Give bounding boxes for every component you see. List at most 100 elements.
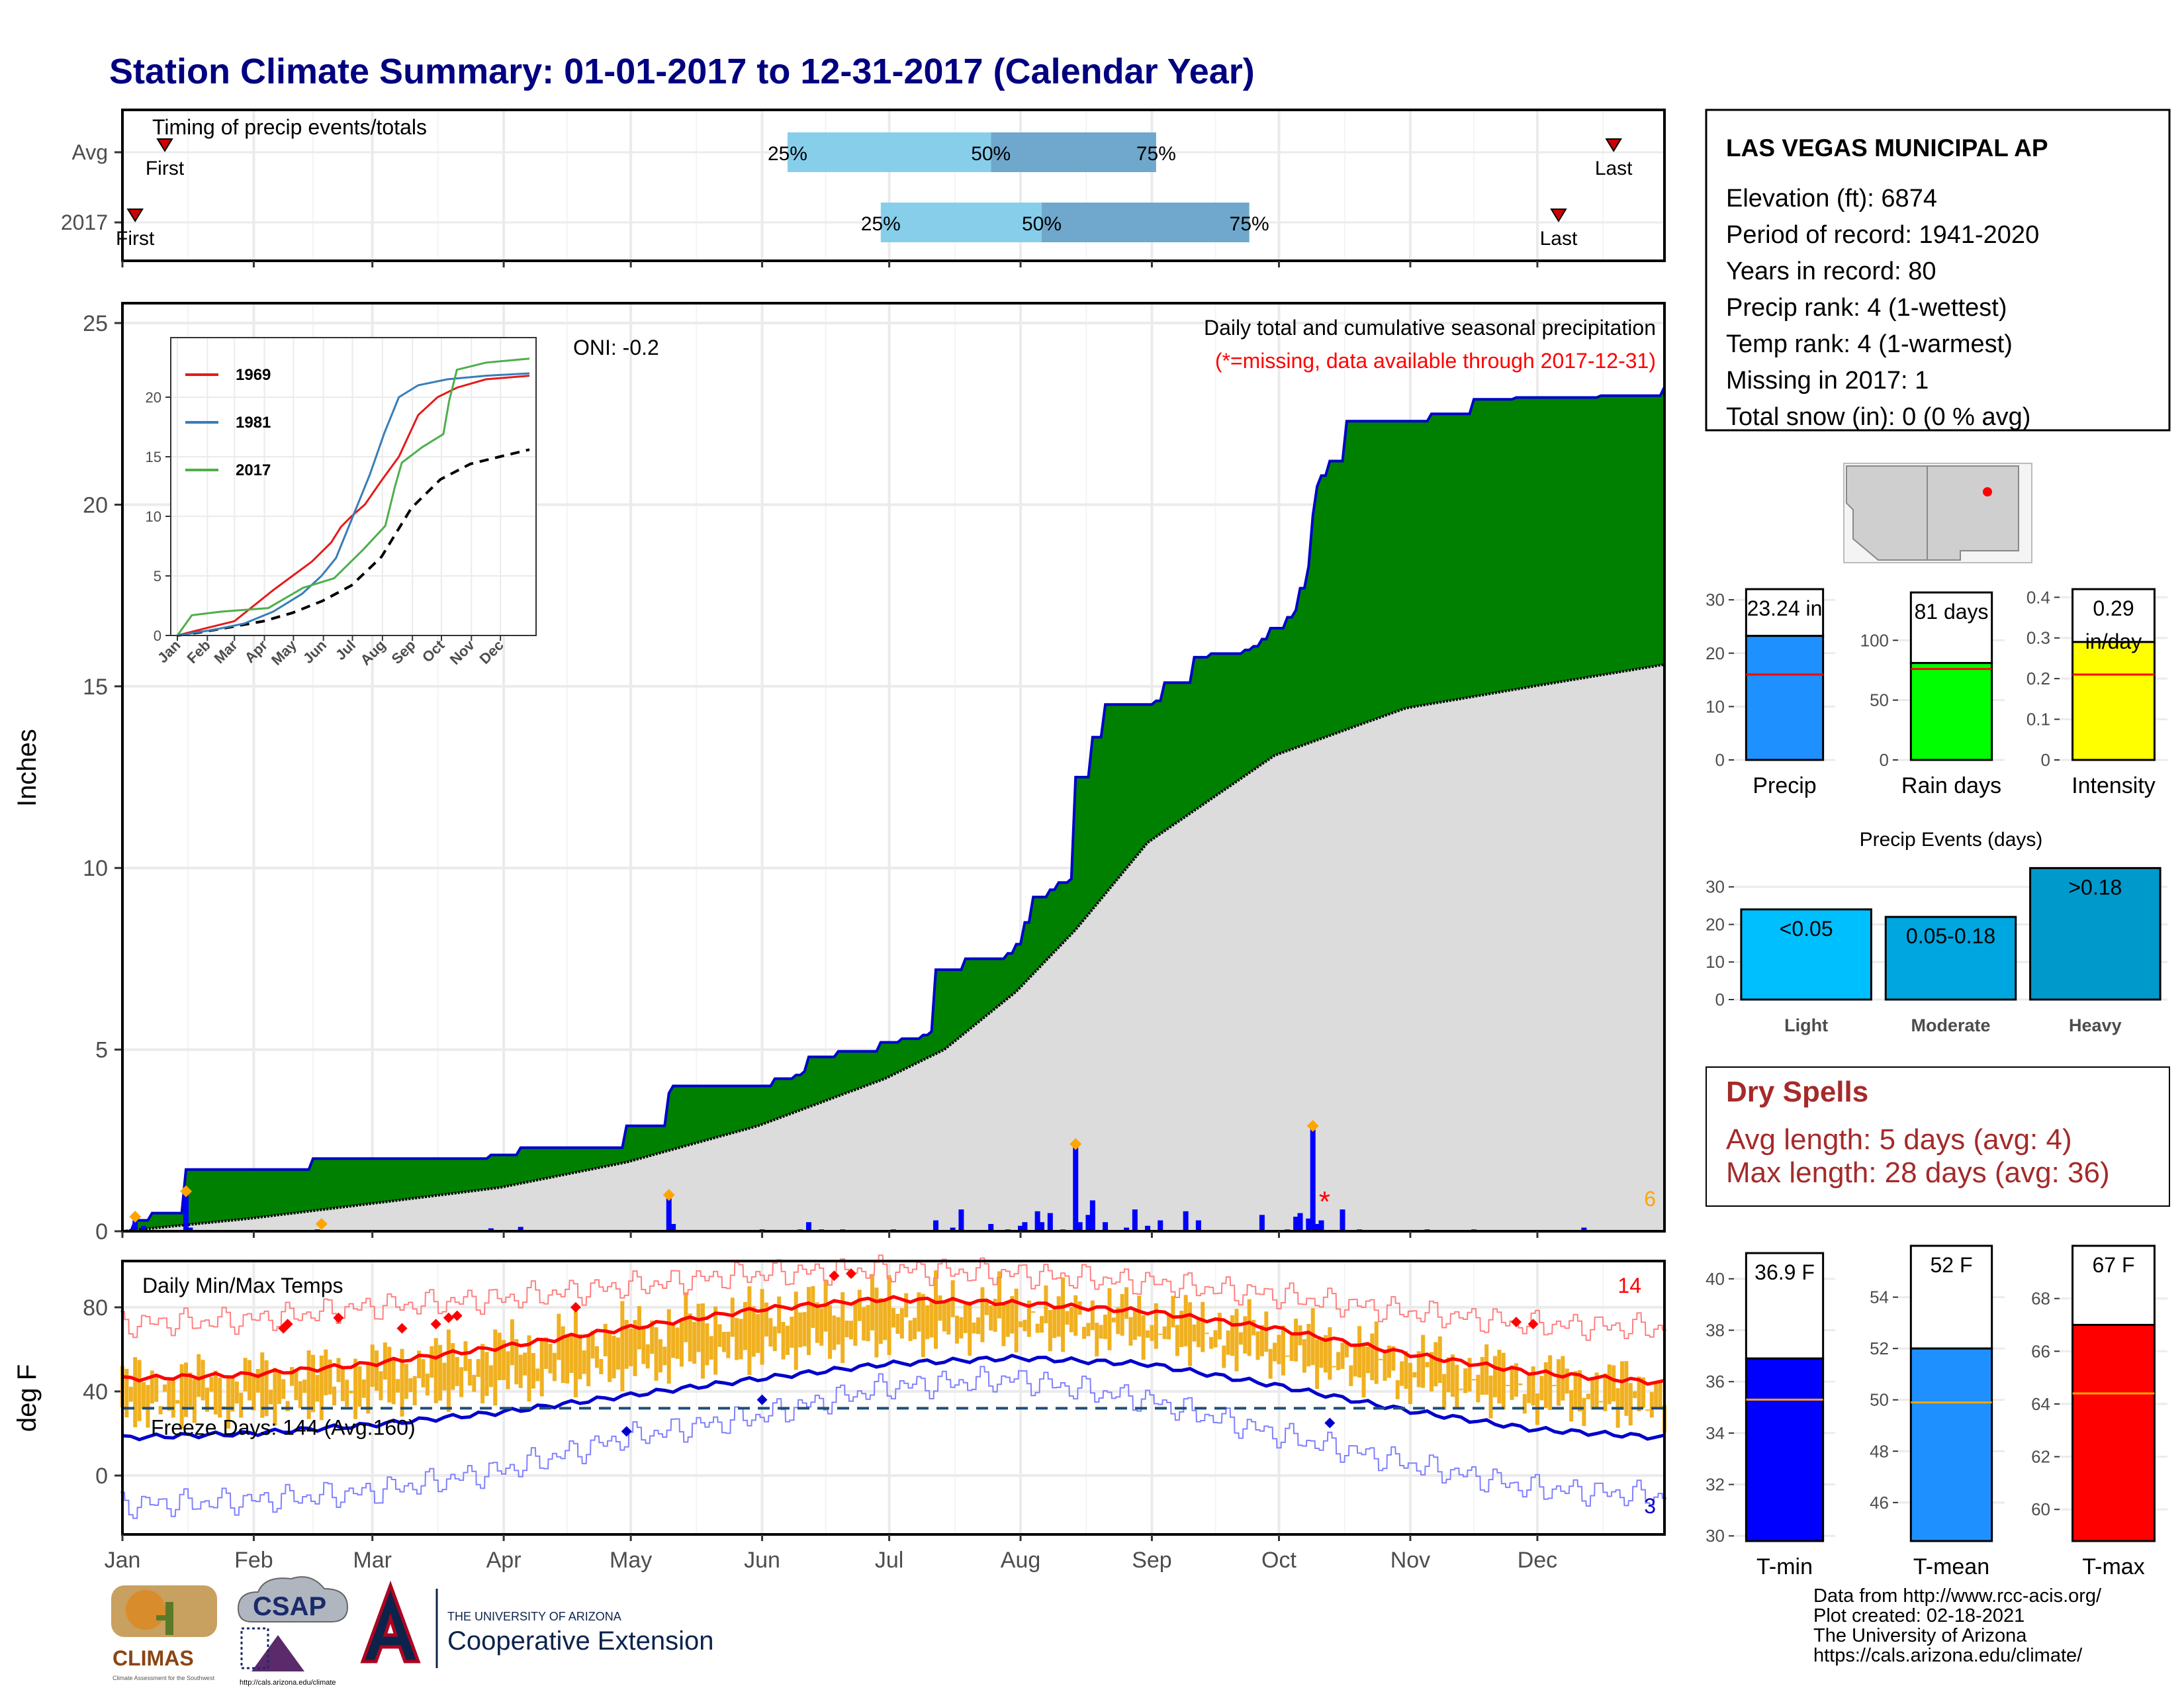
- daily-temp-bar: [1289, 1335, 1294, 1361]
- daily-temp-bar: [1433, 1342, 1438, 1387]
- footer-line: https://cals.arizona.edu/climate/: [1813, 1645, 2083, 1666]
- daily-precip-bar: [183, 1188, 189, 1231]
- daily-temp-bar: [142, 1382, 146, 1409]
- daily-temp-bar: [696, 1303, 701, 1352]
- inset-series-line: [177, 372, 530, 637]
- daily-temp-bar: [989, 1305, 993, 1331]
- daily-temp-bar: [476, 1359, 480, 1378]
- daily-temp-bar: [688, 1313, 692, 1362]
- daily-temp-bar: [1192, 1324, 1197, 1342]
- average-cumulative-area: [122, 664, 1664, 1231]
- daily-temp-bar: [976, 1317, 981, 1335]
- timing-row-label: 2017: [61, 211, 108, 234]
- daily-temp-bar: [1273, 1342, 1277, 1362]
- daily-temp-bar: [277, 1370, 281, 1404]
- daily-temp-bar: [1167, 1313, 1171, 1340]
- small-y-tick-label: 0.3: [2026, 628, 2050, 648]
- daily-precip-bar: [1581, 1227, 1587, 1231]
- daily-temp-bar: [1226, 1330, 1230, 1355]
- daily-temp-bar: [972, 1322, 976, 1334]
- daily-temp-bar: [480, 1344, 485, 1404]
- y-axis-label: deg F: [13, 1364, 42, 1432]
- month-label: Oct: [1261, 1548, 1297, 1573]
- daily-precip-bar: [933, 1220, 939, 1231]
- daily-temp-bar: [506, 1351, 510, 1389]
- daily-temp-bar: [832, 1315, 837, 1350]
- bar-value-label: 81 days: [1914, 600, 1988, 624]
- daily-temp-bar: [1209, 1336, 1214, 1349]
- daily-temp-bar: [531, 1352, 535, 1389]
- y-tick-label: 20: [83, 492, 108, 518]
- bar-category-label: Intensity: [2071, 773, 2156, 798]
- daily-temp-bar: [1302, 1338, 1306, 1373]
- daily-precip-bar: [1089, 1200, 1095, 1231]
- daily-temp-bar: [1255, 1331, 1260, 1360]
- daily-temp-bar: [1306, 1324, 1311, 1367]
- daily-temp-bar: [1408, 1362, 1412, 1405]
- daily-temp-bar: [641, 1329, 646, 1364]
- y-tick-label: 80: [83, 1295, 108, 1321]
- footer-credits: Data from http://www.rcc-acis.org/ Plot …: [1813, 1585, 2102, 1666]
- small-y-tick-label: 0: [2041, 750, 2050, 770]
- inset-y-tick-label: 15: [146, 449, 161, 465]
- daily-temp-bar: [608, 1331, 612, 1382]
- csap-url-text: http://cals.arizona.edu/climate: [240, 1679, 336, 1687]
- daily-temp-bar: [705, 1323, 709, 1366]
- timing-bar-upper: [991, 132, 1156, 172]
- daily-temp-bar: [446, 1329, 451, 1412]
- daily-temp-bar: [425, 1374, 430, 1396]
- daily-temp-bar: [785, 1325, 790, 1355]
- daily-temp-bar: [1073, 1295, 1078, 1336]
- daily-temp-bar: [1518, 1383, 1523, 1385]
- inset-legend-label: 1969: [236, 366, 271, 384]
- inset-y-tick-label: 0: [154, 628, 161, 644]
- small-y-tick-label: 48: [1870, 1441, 1889, 1461]
- month-label: Nov: [1390, 1548, 1430, 1573]
- daily-temp-bar: [1480, 1356, 1484, 1395]
- daily-temp-bar: [1654, 1383, 1659, 1409]
- daily-temp-bar: [1590, 1379, 1595, 1410]
- daily-temp-bar: [862, 1307, 866, 1341]
- climas-logo-sun: [126, 1590, 165, 1630]
- daily-temp-bar: [1467, 1358, 1472, 1392]
- timing-marker: [126, 209, 144, 222]
- daily-temp-bar: [650, 1320, 655, 1354]
- daily-temp-bar: [171, 1379, 175, 1418]
- bar-value-label: 0.29: [2093, 596, 2134, 620]
- daily-temp-bar: [713, 1306, 718, 1375]
- daily-temp-bar: [1005, 1303, 1010, 1337]
- cumulative-2017-line: [122, 386, 1666, 1233]
- climas-logo-text: CLIMAS: [113, 1646, 194, 1670]
- daily-temp-bar: [255, 1369, 260, 1393]
- daily-temp-bar: [1082, 1327, 1087, 1339]
- season-bars-panel: 0 10 20 30 23.24 in Precip 0 50 100 81 days Rain d…: [1706, 587, 2167, 798]
- daily-temp-bar: [1383, 1349, 1387, 1381]
- daily-temp-bar: [290, 1367, 295, 1386]
- daily-temp-bar: [1582, 1397, 1586, 1427]
- daily-temp-bar: [1124, 1287, 1129, 1319]
- y-tick-label: 5: [95, 1038, 108, 1063]
- daily-temp-bar: [959, 1317, 964, 1338]
- station-info-box: LAS VEGAS MUNICIPAL AP Elevation (ft): 6…: [1705, 109, 2171, 432]
- daily-temp-bar: [1641, 1377, 1645, 1408]
- events-category-label: Moderate: [1911, 1015, 1990, 1035]
- daily-temp-bar: [472, 1374, 477, 1392]
- record-low-marker: [756, 1394, 768, 1405]
- record-high-marker: [1510, 1317, 1522, 1328]
- daily-temp-bar: [1158, 1333, 1163, 1335]
- small-y-tick-label: 46: [1870, 1493, 1889, 1513]
- bar-category-label: Rain days: [1901, 773, 2001, 798]
- daily-temp-bar: [836, 1317, 841, 1345]
- inset-y-tick-label: 5: [154, 568, 161, 585]
- record-day-marker: [1069, 1138, 1082, 1150]
- daily-temp-bar: [251, 1376, 256, 1411]
- daily-temp-bar: [184, 1362, 189, 1417]
- daily-temp-bar: [535, 1368, 540, 1382]
- daily-temp-bar: [1281, 1325, 1285, 1376]
- small-y-tick-label: 34: [1706, 1423, 1725, 1443]
- daily-temp-bar: [1217, 1313, 1222, 1340]
- daily-temp-bar: [1637, 1376, 1641, 1412]
- inset-series-line: [177, 375, 530, 637]
- daily-temp-bar: [557, 1313, 561, 1360]
